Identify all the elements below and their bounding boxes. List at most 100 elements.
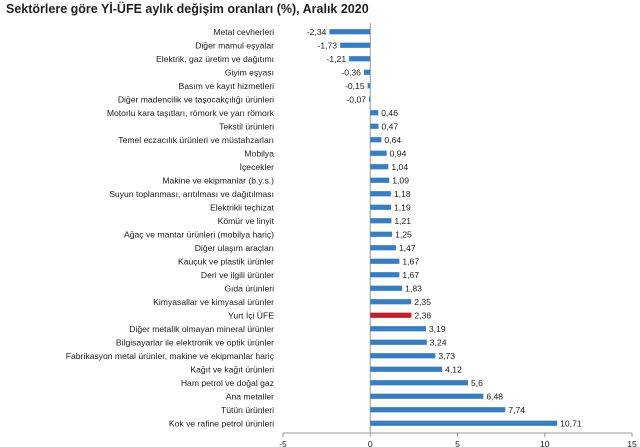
category-label: Ham petrol ve doğal gaz xyxy=(181,378,274,388)
x-tick-label: 10 xyxy=(540,439,550,447)
bar xyxy=(370,110,379,116)
x-tick-label: 0 xyxy=(368,439,373,447)
bar xyxy=(370,299,412,305)
x-tick-label: -5 xyxy=(279,439,287,447)
bar xyxy=(370,380,468,386)
bar xyxy=(370,231,393,237)
x-tick-label: 5 xyxy=(455,439,460,447)
value-label: 0,94 xyxy=(390,148,407,158)
x-tick-label: 15 xyxy=(627,439,637,447)
bar xyxy=(370,204,392,210)
category-label: Kömür ve linyit xyxy=(218,216,275,226)
category-label: Deri ve ilgili ürünler xyxy=(201,270,274,280)
value-label: 10,71 xyxy=(560,418,582,428)
category-label: Metal cevherleri xyxy=(213,27,274,37)
value-label: 2,35 xyxy=(414,297,431,307)
category-label: Fabrikasyon metal ürünler, makine ve eki… xyxy=(66,351,275,361)
value-label: -1,73 xyxy=(317,40,337,50)
category-label: Kimyasallar ve kimyasal ürünler xyxy=(153,297,274,307)
chart-title: Sektörlere göre Yİ-ÜFE aylık değişim ora… xyxy=(6,2,369,16)
value-label: 3,19 xyxy=(429,324,446,334)
bar xyxy=(349,56,371,62)
category-label: Bilgisayarlar ile elektronik ve optik ür… xyxy=(116,337,274,347)
category-label: Kağıt ve kağıt ürünleri xyxy=(190,364,274,374)
value-label: 1,04 xyxy=(391,162,408,172)
bar xyxy=(370,407,506,413)
category-label: Elektrik, gaz üretim ve dağıtımı xyxy=(156,54,274,64)
category-label: Ana metaller xyxy=(226,391,274,401)
category-label: Giyim eşyası xyxy=(225,67,274,77)
category-label: Makine ve ekipmanlar (b.y.s.) xyxy=(162,175,274,185)
label-layer: Metal cevherleri -2,34 Diğer mamul eşyalar… xyxy=(66,27,582,429)
bar xyxy=(370,272,400,278)
value-label: 7,74 xyxy=(508,405,525,415)
value-label: 1,19 xyxy=(394,202,411,212)
bar xyxy=(369,96,371,102)
value-label: 1,67 xyxy=(402,256,419,266)
bar xyxy=(340,42,371,48)
bar xyxy=(370,123,379,129)
value-label: -0,36 xyxy=(341,67,361,77)
value-label: 1,83 xyxy=(405,283,422,293)
bar-layer xyxy=(329,29,558,426)
bar xyxy=(367,83,371,89)
category-label: Diğer mamul eşyalar xyxy=(195,40,274,50)
bar xyxy=(329,29,371,35)
bar xyxy=(370,137,382,143)
value-label: 1,25 xyxy=(395,229,412,239)
category-label: Diğer metalik olmayan mineral ürünler xyxy=(129,324,274,334)
category-label: Motorlu kara taşıtları, römork ve yarı r… xyxy=(107,108,275,118)
value-label: 2,36 xyxy=(414,310,431,320)
category-label: Diğer madencilik ve taşocakçılığı ürünle… xyxy=(118,94,274,104)
value-label: -1,21 xyxy=(327,54,347,64)
value-label: 6,48 xyxy=(486,391,503,401)
category-label: Basım ve kayıt hizmetleri xyxy=(178,81,274,91)
category-label: Tekstil ürünleri xyxy=(219,121,274,131)
bar xyxy=(370,164,389,170)
value-label: 3,24 xyxy=(430,337,447,347)
category-label: İçecekler xyxy=(240,162,275,172)
bar xyxy=(370,245,396,251)
bar xyxy=(370,312,412,318)
bar xyxy=(370,258,400,264)
bar xyxy=(370,191,391,197)
bar xyxy=(370,366,443,372)
category-label: Mobilya xyxy=(244,148,274,158)
bar xyxy=(370,177,390,183)
bar xyxy=(370,218,392,224)
category-label: Diğer ulaşım araçları xyxy=(195,243,274,253)
category-label: Temel eczacılık ürünleri ve müstahzarlar… xyxy=(118,135,274,145)
value-label: 0,47 xyxy=(381,121,398,131)
category-label: Gıda ürünleri xyxy=(224,283,274,293)
category-label: Yurt İçi ÜFE xyxy=(228,310,274,320)
category-label: Ağaç ve mantar ürünleri (mobilya hariç) xyxy=(124,229,274,239)
bar xyxy=(370,393,484,399)
category-label: Suyun toplanması, arıtılması ve dağıtılm… xyxy=(109,189,274,199)
value-label: -2,34 xyxy=(307,27,327,37)
category-label: Kauçuk ve plastik ürünler xyxy=(178,256,274,266)
value-label: 1,21 xyxy=(394,216,411,226)
value-label: 0,46 xyxy=(381,108,398,118)
bar xyxy=(363,69,371,75)
value-label: -0,15 xyxy=(345,81,365,91)
category-label: Elektrikli teçhizat xyxy=(210,202,275,212)
category-label: Kok ve rafine petrol ürünleri xyxy=(169,418,274,428)
bar xyxy=(370,420,558,426)
bar xyxy=(370,353,436,359)
value-label: 0,64 xyxy=(384,135,401,145)
value-label: 1,09 xyxy=(392,175,409,185)
value-label: 1,67 xyxy=(402,270,419,280)
value-label: 1,47 xyxy=(399,243,416,253)
category-label: Tütün ürünleri xyxy=(221,405,274,415)
bar xyxy=(370,326,426,332)
axis-layer: -5 0 5 10 15 xyxy=(279,23,637,447)
bar xyxy=(370,339,427,345)
value-label: 3,73 xyxy=(438,351,455,361)
value-label: 1,18 xyxy=(394,189,411,199)
value-label: 4,12 xyxy=(445,364,462,374)
bar xyxy=(370,150,387,156)
value-label: 5,6 xyxy=(471,378,483,388)
bar xyxy=(370,285,403,291)
value-label: -0,07 xyxy=(346,94,366,104)
